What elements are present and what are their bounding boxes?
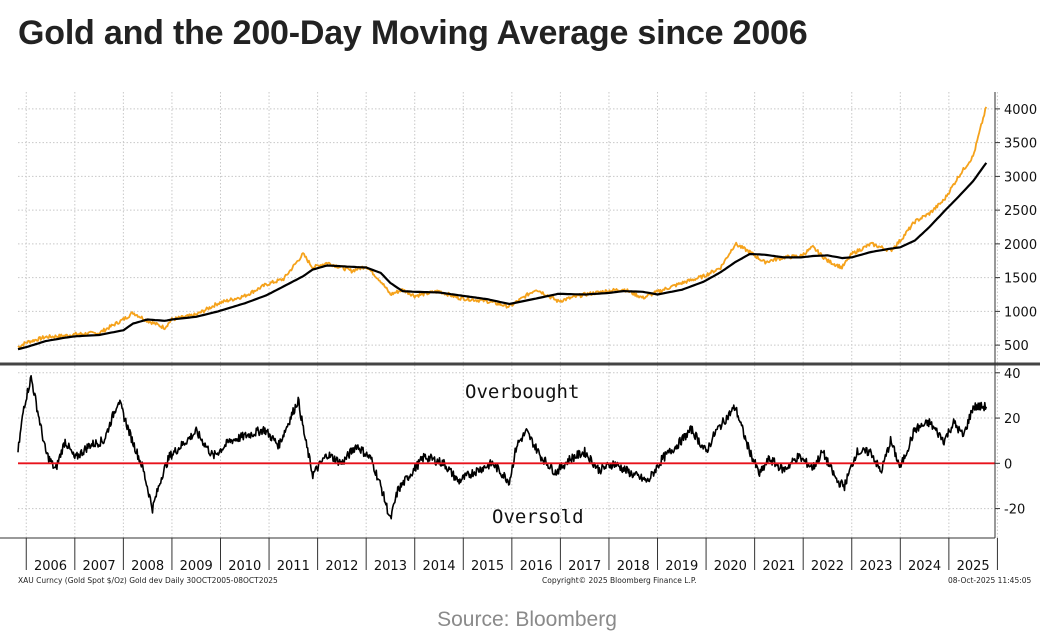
price-tick-label: 3500 <box>1004 137 1037 152</box>
price-tick-label: 1000 <box>1004 305 1037 320</box>
year-label: 2012 <box>325 559 358 574</box>
overbought-label: Overbought <box>465 381 579 403</box>
chart-title: Gold and the 200-Day Moving Average sinc… <box>18 14 808 52</box>
price-tick-label: 3000 <box>1004 170 1037 185</box>
year-label: 2015 <box>471 559 504 574</box>
year-label: 2009 <box>180 559 213 574</box>
year-label: 2007 <box>83 559 116 574</box>
year-label: 2021 <box>762 559 795 574</box>
year-label: 2010 <box>228 559 261 574</box>
deviation-tick-label: 0 <box>1004 457 1012 472</box>
oversold-label: Oversold <box>492 506 584 528</box>
chart-area: 500 1000 1500 2000 2500 3000 3500 4000 -20 0 20 40 2… <box>0 92 1040 585</box>
source-caption: Source: Bloomberg <box>437 608 617 631</box>
deviation-panel <box>17 375 995 520</box>
price-panel <box>17 106 988 351</box>
footer-center: Copyright© 2025 Bloomberg Finance L.P. <box>542 576 697 585</box>
price-tick-label: 500 <box>1004 339 1029 354</box>
year-label: 2013 <box>374 559 407 574</box>
year-label: 2016 <box>520 559 553 574</box>
year-label: 2017 <box>568 559 601 574</box>
price-tick-label: 4000 <box>1004 103 1037 118</box>
year-label: 2014 <box>422 559 455 574</box>
price-tick-label: 1500 <box>1004 272 1037 287</box>
gold-price-line <box>17 106 988 349</box>
price-tick-label: 2000 <box>1004 238 1037 253</box>
price-tick-label: 2500 <box>1004 204 1037 219</box>
year-label: 2023 <box>859 559 892 574</box>
year-label: 2019 <box>665 559 698 574</box>
axes: 500 1000 1500 2000 2500 3000 3500 4000 -20 0 20 40 2… <box>0 92 1040 574</box>
year-label: 2020 <box>714 559 747 574</box>
moving-average-line <box>17 162 988 351</box>
footer-left: XAU Curncy (Gold Spot $/Oz) Gold dev Dai… <box>18 576 278 585</box>
year-label: 2025 <box>957 559 990 574</box>
deviation-tick-label: 40 <box>1004 367 1021 382</box>
deviation-tick-label: -20 <box>1004 503 1025 518</box>
year-label: 2024 <box>908 559 941 574</box>
footer-right: 08-Oct-2025 11:45:05 <box>948 576 1032 585</box>
year-label: 2018 <box>617 559 650 574</box>
year-label: 2011 <box>277 559 310 574</box>
year-label: 2006 <box>34 559 67 574</box>
year-label: 2008 <box>131 559 164 574</box>
deviation-line <box>17 375 988 520</box>
gridlines <box>18 92 998 538</box>
year-label: 2022 <box>811 559 844 574</box>
deviation-tick-label: 20 <box>1004 412 1021 427</box>
